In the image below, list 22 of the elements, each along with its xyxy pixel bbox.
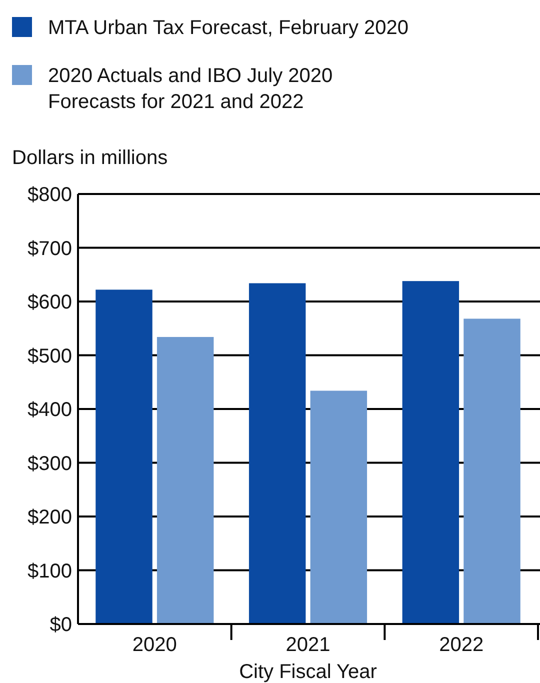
y-tick-label: $100 bbox=[28, 560, 72, 582]
y-tick-label: $800 bbox=[28, 184, 72, 206]
x-tick-label: 2020 bbox=[132, 634, 177, 656]
bar bbox=[464, 318, 520, 624]
bar bbox=[248, 283, 306, 624]
y-tick-label: $400 bbox=[28, 399, 72, 421]
bar bbox=[156, 336, 214, 624]
y-tick-label: $500 bbox=[28, 345, 72, 368]
bar bbox=[402, 281, 460, 624]
y-tick-label: $200 bbox=[28, 506, 72, 528]
x-axis-title: City Fiscal Year bbox=[239, 661, 378, 683]
y-tick-label: $700 bbox=[28, 238, 72, 260]
legend-label: MTA Urban Tax Forecast, February 2020 bbox=[48, 17, 409, 39]
x-tick-label: 2021 bbox=[286, 634, 330, 656]
y-tick-label: $300 bbox=[28, 452, 72, 475]
y-tick-label: $600 bbox=[28, 292, 72, 314]
y-tick-label: $0 bbox=[50, 614, 72, 636]
legend-label: 2020 Actuals and IBO July 2020 Forecasts for 2021 and 2022 bbox=[48, 65, 333, 113]
bar bbox=[96, 290, 152, 624]
x-tick-label: 2022 bbox=[439, 634, 484, 656]
y-axis-title: Dollars in millions bbox=[12, 147, 168, 169]
bar bbox=[310, 390, 368, 624]
